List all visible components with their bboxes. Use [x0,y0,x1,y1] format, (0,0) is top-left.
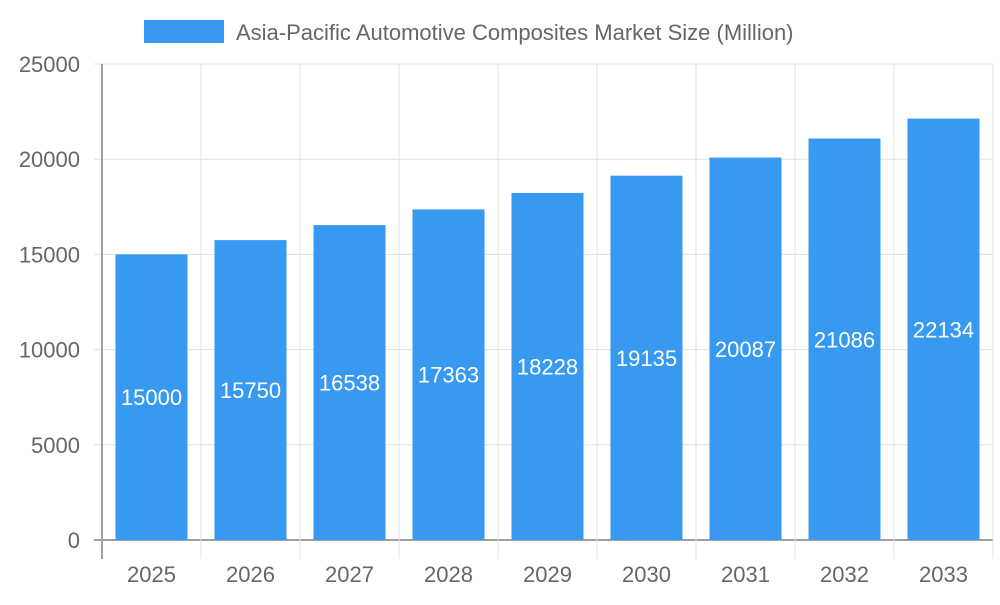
y-tick-label: 25000 [19,52,80,77]
data-label: 15750 [220,378,281,403]
y-tick-label: 5000 [31,433,80,458]
data-label: 21086 [814,327,875,352]
data-label: 15000 [121,385,182,410]
x-tick-label: 2030 [622,562,671,587]
data-label: 22134 [913,317,974,342]
y-tick-label: 0 [68,528,80,553]
data-label: 19135 [616,346,677,371]
x-tick-label: 2028 [424,562,473,587]
x-tick-label: 2032 [820,562,869,587]
bars [115,118,980,541]
bar-2029 [511,192,584,540]
data-label: 18228 [517,354,578,379]
data-label: 17363 [418,363,479,388]
bar-2026 [214,240,287,540]
x-tick-label: 2026 [226,562,275,587]
x-tick-label: 2033 [919,562,968,587]
x-tick-label: 2025 [127,562,176,587]
data-label: 16538 [319,371,380,396]
x-tick-label: 2027 [325,562,374,587]
data-labels: 15000 15750 16538 17363 18228 19135 20087 21086… [121,317,974,410]
bar-2030 [610,175,683,540]
bar-2031 [709,157,782,540]
bar-2033 [907,118,980,541]
x-tick-label: 2031 [721,562,770,587]
x-tick-label: 2029 [523,562,572,587]
y-tick-label: 10000 [19,338,80,363]
bar-2032 [808,138,881,540]
grid [94,63,994,559]
bar-2027 [313,225,386,540]
legend[interactable]: Asia-Pacific Automotive Composites Marke… [144,20,794,45]
data-label: 20087 [715,337,776,362]
y-tick-label: 15000 [19,242,80,267]
axes: 0 5000 10000 15000 20000 25000 2025 2026 2027 202… [19,52,968,587]
y-tick-label: 20000 [19,147,80,172]
legend-swatch [144,20,224,43]
bar-2028 [412,209,485,540]
legend-label: Asia-Pacific Automotive Composites Marke… [236,20,794,45]
bar-2025 [115,254,188,540]
